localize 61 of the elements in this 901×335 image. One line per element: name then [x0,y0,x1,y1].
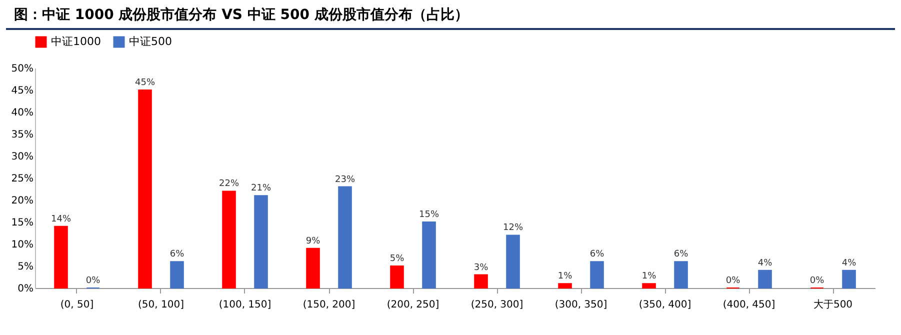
data-label: 6% [674,250,689,260]
data-label: 3% [474,262,489,273]
bar [642,283,656,288]
y-tick-label: 10% [11,240,34,250]
bar [138,90,152,288]
bar [842,270,856,288]
legend-label: 中证1000 [51,35,101,48]
bar [558,283,572,288]
bar [254,195,268,288]
x-tick-label: (400, 450] [722,300,776,310]
x-tick-label: (200, 250] [386,300,440,310]
data-label: 0% [810,276,825,286]
bar [338,186,352,288]
bar [674,261,688,288]
data-label: 45% [134,78,156,88]
data-label: 6% [170,250,185,260]
bar [54,226,68,288]
x-tick-label: 大于500 [813,298,853,310]
bar [506,234,520,288]
bar [422,222,436,288]
bar [170,261,184,288]
y-tick-label: 40% [11,108,34,118]
data-label: 0% [726,276,741,286]
data-label: 12% [502,223,524,234]
data-label: 22% [218,179,240,190]
bar [306,248,320,288]
x-tick-label: (250, 300] [470,300,524,310]
bar [590,261,604,288]
data-label: 15% [418,210,440,220]
y-tick-label: 25% [11,174,34,184]
bar [222,190,236,288]
data-label: 6% [590,250,605,260]
data-label: 23% [334,174,356,185]
y-tick-label: 50% [11,64,34,74]
bar [474,274,488,288]
data-label: 0% [86,276,101,286]
data-label: 14% [50,214,72,224]
y-tick-label: 30% [11,152,34,162]
data-label: 1% [558,272,573,282]
data-label: 4% [758,258,773,268]
bar [390,266,404,288]
data-label: 4% [842,258,857,268]
chart-title: 图：中证 1000 成份股市值分布 VS 中证 500 成份股市值分布（占比） [6,0,895,30]
y-tick-label: 20% [11,196,34,206]
data-label: 21% [250,184,272,194]
data-label: 9% [306,236,321,246]
y-tick-label: 45% [11,86,34,96]
bar [758,270,772,288]
x-tick-label: (0, 50] [60,300,94,310]
data-label: 1% [642,272,657,282]
x-tick-label: (350, 400] [638,300,692,310]
data-label: 5% [390,254,405,264]
x-tick-label: (300, 350] [554,300,608,310]
y-tick-label: 35% [11,130,34,140]
legend-label: 中证500 [129,35,172,48]
x-tick-label: (150, 200] [302,300,356,310]
y-tick-label: 5% [18,262,34,272]
x-tick-label: (100, 150] [218,300,272,310]
y-tick-label: 15% [11,218,34,228]
x-tick-label: (50, 100] [138,300,184,310]
y-tick-label: 0% [18,284,34,294]
